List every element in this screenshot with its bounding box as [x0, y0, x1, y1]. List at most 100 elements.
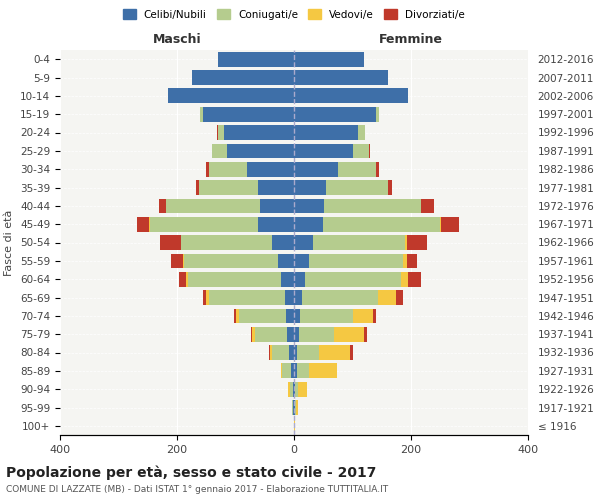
Bar: [299, 327, 334, 342]
Bar: [160, 235, 181, 250]
Bar: [186, 272, 188, 286]
Bar: [376, 162, 379, 176]
Bar: [294, 254, 308, 268]
Bar: [191, 70, 294, 85]
Bar: [388, 180, 392, 195]
Bar: [294, 327, 299, 342]
Bar: [403, 254, 407, 268]
Bar: [369, 144, 370, 158]
Bar: [294, 52, 364, 66]
Bar: [203, 107, 294, 122]
Bar: [227, 144, 294, 158]
Bar: [305, 272, 401, 286]
Bar: [442, 217, 459, 232]
Bar: [401, 272, 408, 286]
Bar: [199, 180, 258, 195]
Bar: [209, 162, 247, 176]
Bar: [234, 308, 235, 323]
Bar: [137, 217, 149, 232]
Bar: [286, 308, 294, 323]
Bar: [247, 162, 294, 176]
Text: Maschi: Maschi: [152, 34, 202, 46]
Bar: [295, 400, 296, 415]
Bar: [302, 290, 378, 305]
Bar: [294, 144, 353, 158]
Bar: [308, 254, 403, 268]
Bar: [440, 217, 442, 232]
Bar: [308, 364, 337, 378]
Bar: [407, 254, 418, 268]
Bar: [323, 217, 440, 232]
Bar: [284, 290, 294, 305]
Bar: [171, 254, 183, 268]
Bar: [353, 144, 369, 158]
Bar: [294, 180, 326, 195]
Bar: [421, 198, 434, 213]
Bar: [294, 217, 323, 232]
Bar: [405, 235, 407, 250]
Bar: [338, 162, 376, 176]
Bar: [252, 327, 255, 342]
Bar: [235, 308, 239, 323]
Bar: [294, 272, 305, 286]
Text: Femmine: Femmine: [379, 34, 443, 46]
Bar: [292, 400, 293, 415]
Bar: [294, 345, 297, 360]
Bar: [297, 364, 308, 378]
Bar: [300, 308, 353, 323]
Bar: [212, 144, 227, 158]
Bar: [272, 345, 289, 360]
Bar: [290, 382, 293, 396]
Bar: [294, 382, 295, 396]
Bar: [258, 180, 294, 195]
Bar: [260, 198, 294, 213]
Bar: [407, 235, 427, 250]
Bar: [218, 52, 294, 66]
Bar: [297, 345, 319, 360]
Legend: Celibi/Nubili, Coniugati/e, Vedovi/e, Divorziati/e: Celibi/Nubili, Coniugati/e, Vedovi/e, Di…: [119, 5, 469, 24]
Bar: [270, 345, 272, 360]
Bar: [295, 382, 298, 396]
Bar: [224, 125, 294, 140]
Bar: [281, 364, 283, 378]
Bar: [149, 217, 258, 232]
Bar: [294, 364, 297, 378]
Bar: [294, 88, 408, 103]
Bar: [294, 290, 302, 305]
Bar: [160, 198, 166, 213]
Bar: [294, 125, 358, 140]
Bar: [353, 308, 373, 323]
Bar: [181, 235, 272, 250]
Bar: [218, 125, 224, 140]
Bar: [294, 162, 338, 176]
Bar: [217, 125, 218, 140]
Bar: [281, 272, 294, 286]
Bar: [188, 272, 281, 286]
Bar: [313, 235, 405, 250]
Bar: [298, 382, 307, 396]
Bar: [294, 198, 325, 213]
Text: COMUNE DI LAZZATE (MB) - Dati ISTAT 1° gennaio 2017 - Elaborazione TUTTITALIA.IT: COMUNE DI LAZZATE (MB) - Dati ISTAT 1° g…: [6, 485, 388, 494]
Bar: [239, 308, 286, 323]
Bar: [283, 364, 291, 378]
Bar: [293, 382, 294, 396]
Bar: [325, 198, 421, 213]
Bar: [200, 107, 203, 122]
Bar: [166, 198, 260, 213]
Bar: [203, 290, 206, 305]
Bar: [378, 290, 396, 305]
Bar: [255, 327, 287, 342]
Bar: [289, 345, 294, 360]
Bar: [294, 107, 376, 122]
Bar: [296, 400, 298, 415]
Bar: [168, 88, 294, 103]
Bar: [408, 272, 421, 286]
Bar: [206, 162, 209, 176]
Bar: [319, 345, 350, 360]
Bar: [326, 180, 388, 195]
Bar: [350, 345, 353, 360]
Bar: [294, 70, 388, 85]
Bar: [206, 290, 209, 305]
Bar: [209, 290, 284, 305]
Text: Popolazione per età, sesso e stato civile - 2017: Popolazione per età, sesso e stato civil…: [6, 465, 376, 479]
